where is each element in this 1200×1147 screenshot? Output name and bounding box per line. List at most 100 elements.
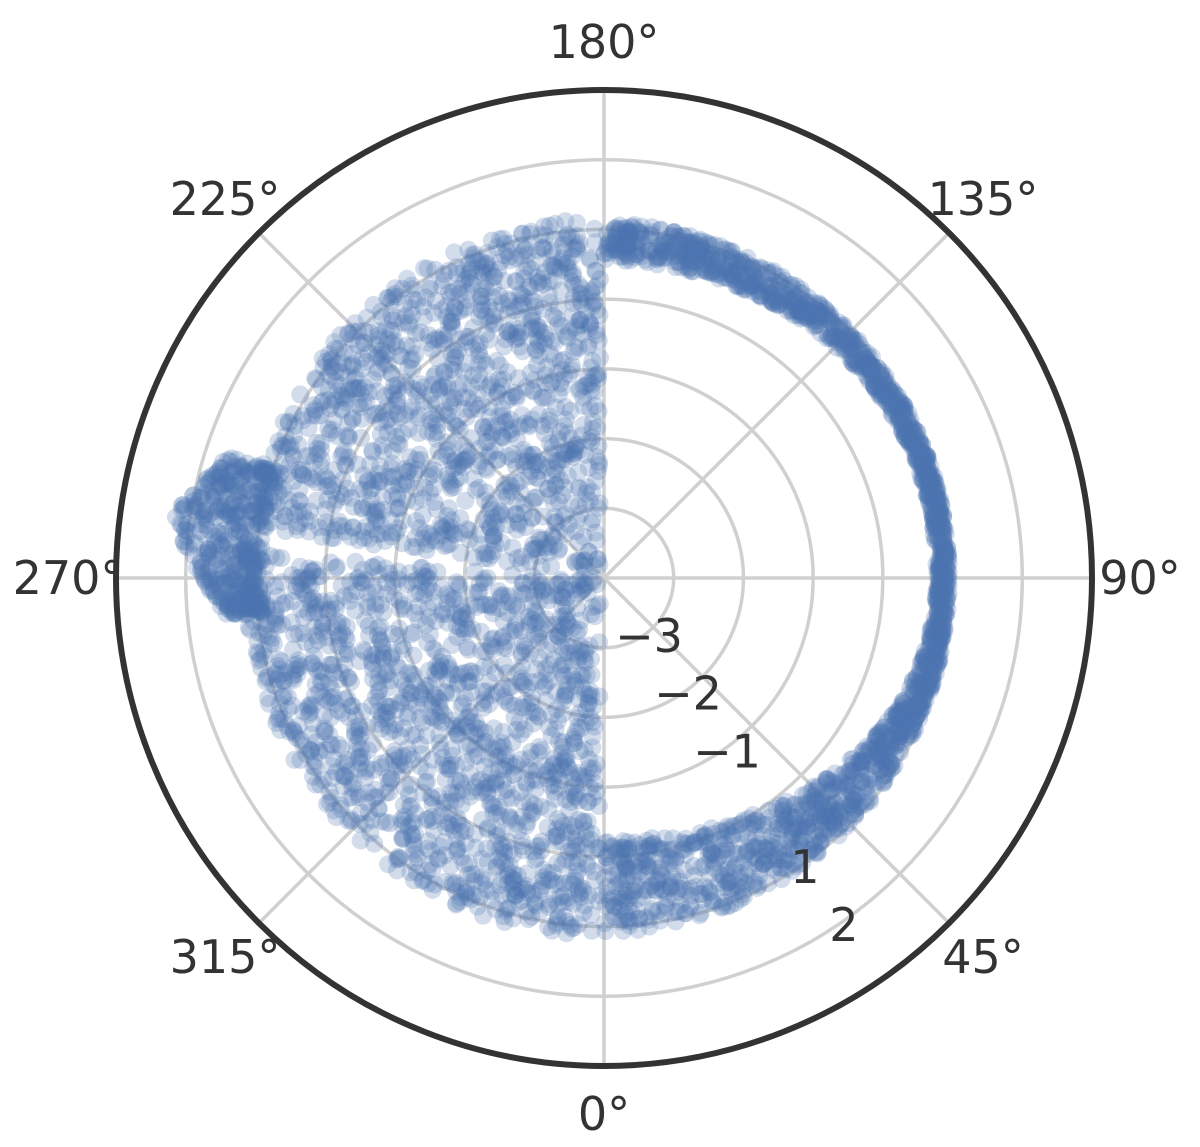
scatter-point <box>529 546 548 565</box>
scatter-point <box>468 400 487 418</box>
scatter-point <box>527 320 546 339</box>
scatter-point <box>527 604 546 622</box>
scatter-point <box>565 643 584 662</box>
scatter-point <box>447 842 466 861</box>
scatter-point <box>369 619 387 637</box>
scatter-point <box>349 531 368 550</box>
scatter-point <box>439 499 458 518</box>
scatter-point <box>342 488 361 507</box>
scatter-point <box>472 595 491 614</box>
scatter-point <box>388 861 406 880</box>
scatter-point <box>294 624 313 643</box>
scatter-point <box>325 495 344 514</box>
scatter-point <box>556 398 575 417</box>
scatter-point <box>529 469 548 488</box>
scatter-point <box>451 892 469 911</box>
scatter-point <box>470 308 489 326</box>
scatter-point <box>564 240 583 258</box>
scatter-point <box>358 471 377 490</box>
scatter-point <box>363 645 382 664</box>
scatter-point <box>558 225 577 244</box>
scatter-point <box>269 587 288 606</box>
scatter-point <box>473 874 491 893</box>
scatter-point <box>447 573 466 592</box>
scatter-point <box>443 524 462 543</box>
scatter-point <box>304 767 323 786</box>
scatter-point <box>655 903 674 922</box>
scatter-point <box>589 369 608 388</box>
scatter-point <box>315 719 334 738</box>
scatter-point <box>497 780 516 799</box>
scatter-point <box>353 573 372 592</box>
scatter-point <box>462 429 481 448</box>
scatter-point <box>588 596 607 615</box>
scatter-point <box>457 604 476 623</box>
scatter-point <box>434 334 453 353</box>
scatter-point <box>407 324 426 343</box>
scatter-point <box>507 272 526 291</box>
scatter-point <box>326 362 345 381</box>
scatter-point <box>434 362 453 381</box>
scatter-point <box>311 775 330 794</box>
scatter-point <box>515 262 534 280</box>
scatter-point <box>439 313 458 332</box>
scatter-point <box>437 604 456 623</box>
scatter-point <box>411 558 430 577</box>
scatter-point <box>306 369 325 388</box>
scatter-point <box>344 497 363 516</box>
scatter-point <box>536 329 555 348</box>
scatter-point <box>526 539 545 558</box>
scatter-point <box>443 317 462 336</box>
scatter-point <box>511 293 530 312</box>
scatter-point <box>329 339 348 358</box>
scatter-point <box>245 598 263 617</box>
scatter-point <box>327 594 345 613</box>
scatter-point <box>570 234 589 253</box>
scatter-point <box>436 872 454 891</box>
scatter-point <box>527 849 546 868</box>
scatter-point <box>436 818 455 837</box>
scatter-point <box>564 875 583 894</box>
scatter-point <box>534 507 552 526</box>
scatter-point <box>339 708 358 727</box>
scatter-point <box>394 811 413 830</box>
scatter-point <box>436 793 454 812</box>
scatter-point <box>553 759 572 778</box>
scatter-point <box>547 476 565 494</box>
scatter-point <box>570 742 589 760</box>
scatter-point <box>381 697 400 716</box>
scatter-point <box>457 883 476 901</box>
scatter-point <box>505 765 524 784</box>
scatter-point <box>545 789 564 808</box>
scatter-point <box>478 783 497 802</box>
scatter-point <box>554 733 573 752</box>
scatter-point <box>448 839 467 858</box>
scatter-point <box>540 216 559 235</box>
scatter-point <box>324 411 343 430</box>
scatter-point <box>567 599 586 618</box>
scatter-point <box>554 625 573 644</box>
scatter-point <box>835 339 854 358</box>
scatter-point <box>495 246 514 265</box>
scatter-point <box>305 400 324 419</box>
scatter-point <box>551 352 570 371</box>
scatter-point <box>416 288 435 307</box>
scatter-point <box>392 762 411 781</box>
scatter-point <box>580 491 599 510</box>
scatter-point <box>513 792 532 811</box>
scatter-point <box>539 769 557 788</box>
scatter-point <box>382 527 401 546</box>
scatter-point <box>322 679 341 698</box>
scatter-point <box>436 770 455 789</box>
scatter-point <box>244 548 263 567</box>
scatter-point <box>517 877 536 895</box>
scatter-point <box>260 626 278 645</box>
scatter-point <box>905 684 924 703</box>
scatter-point <box>318 470 337 489</box>
scatter-point <box>303 396 322 415</box>
scatter-point <box>329 629 348 648</box>
scatter-point <box>390 755 409 774</box>
scatter-point <box>480 695 499 714</box>
scatter-point <box>529 336 548 355</box>
